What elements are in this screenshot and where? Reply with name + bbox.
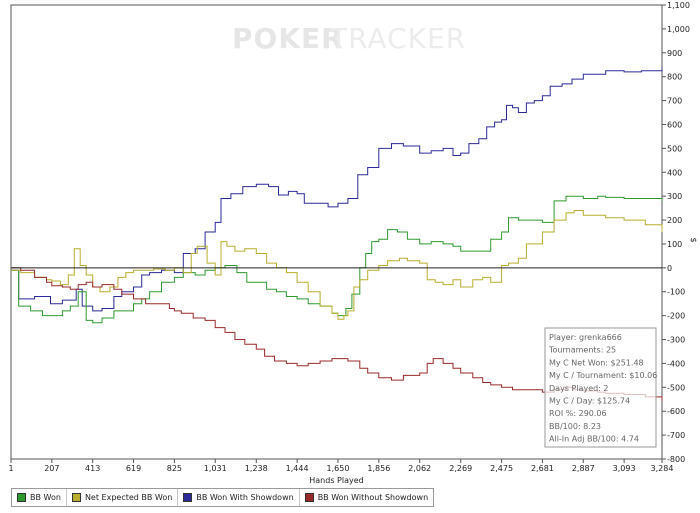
stats-box-background [544, 327, 657, 448]
legend-swatch [183, 493, 193, 502]
y-axis: -800 -700 -600 -500 -400 -300 -200 -100 0 100 200 3… [662, 1, 690, 464]
series-line-2 [11, 210, 663, 320]
y-tick-label: 100 [667, 240, 682, 249]
x-tick-label: 2,681 [531, 464, 554, 473]
series-line-3 [11, 267, 663, 402]
legend-label: BB Won Without Showdown [317, 493, 429, 502]
x-tick-label: 1,650 [327, 464, 350, 473]
x-tick-label: 1,238 [245, 464, 268, 473]
series-layer [11, 67, 663, 402]
legend-swatch [71, 493, 81, 502]
y-tick-label: -700 [667, 431, 685, 440]
legend-item: Net Expected BB Won [67, 489, 179, 506]
x-tick-label: 3,093 [613, 464, 636, 473]
stats-line: My C Net Won: $251.48 [549, 358, 644, 367]
legend-label: BB Won With Showdown [196, 493, 294, 502]
y-tick-label: 900 [667, 49, 682, 58]
y-tick-label: -800 [667, 455, 685, 464]
y-tick-label: -200 [667, 312, 685, 321]
legend-swatch [17, 493, 26, 502]
x-tick-label: 2,269 [449, 464, 472, 473]
watermark-text-poker: POKER [232, 22, 344, 55]
x-tick-label: 619 [126, 464, 141, 473]
y-tick-label: 700 [667, 97, 682, 106]
stats-line: All-In Adj BB/100: 4.74 [549, 435, 639, 444]
y-tick-label: -600 [667, 407, 685, 416]
series-line-0 [11, 67, 663, 312]
x-tick-label: 3,284 [651, 464, 674, 473]
stats-box: Player: grenka666 Tournaments: 25 My C Net… [544, 327, 657, 448]
stats-line: BB/100: 8.23 [549, 422, 601, 431]
legend-label: BB Won [30, 493, 61, 502]
x-tick-label: 2,887 [572, 464, 595, 473]
stats-line: Days Played: 2 [549, 384, 609, 393]
y-tick-label: 300 [667, 192, 682, 201]
legend: BB Won Net Expected BB Won BB Won With Sho… [11, 488, 435, 507]
legend-swatch [304, 493, 314, 502]
x-tick-label: 207 [44, 464, 59, 473]
x-tick-label: 413 [85, 464, 100, 473]
legend-item: BB Won With Showdown [178, 489, 300, 506]
x-tick-label: 1,031 [204, 464, 227, 473]
y-tick-label: 0 [667, 264, 672, 273]
series-line-1 [11, 195, 663, 324]
legend-item: BB Won [12, 489, 67, 506]
x-axis: 1 207 413 619 825 1,031 1,238 1,444 1,650 1,856 2,… [8, 459, 673, 473]
x-tick-label: 1,856 [367, 464, 390, 473]
legend-label: Net Expected BB Won [84, 493, 173, 502]
y-tick-label: -500 [667, 383, 685, 392]
y-tick-label: -400 [667, 359, 685, 368]
stats-line: My C / Tournament: $10.06 [549, 371, 657, 380]
x-tick-label: 1,444 [286, 464, 309, 473]
y-tick-label: 800 [667, 73, 682, 82]
y-tick-label: -300 [667, 336, 685, 345]
y-tick-label: 1,100 [667, 1, 690, 10]
watermark-logo: POKER TRACKER [232, 22, 466, 55]
y-tick-label: -100 [667, 288, 685, 297]
y-tick-label: 600 [667, 120, 682, 129]
stats-line: ROI %: 290.06 [549, 409, 607, 418]
stats-line: Player: grenka666 [549, 333, 622, 342]
x-tick-label: 825 [167, 464, 182, 473]
x-axis-title: Hands Played [309, 476, 363, 485]
y-axis-title: $ [689, 237, 698, 242]
y-tick-label: 500 [667, 144, 682, 153]
y-tick-label: 1,000 [667, 25, 690, 34]
watermark-text-tracker: TRACKER [329, 22, 466, 55]
y-tick-label: 400 [667, 168, 682, 177]
x-tick-label: 2,062 [408, 464, 431, 473]
stats-line: Tournaments: 25 [548, 346, 616, 355]
y-tick-label: 200 [667, 216, 682, 225]
x-tick-label: 1 [8, 464, 13, 473]
x-tick-label: 2,475 [490, 464, 513, 473]
legend-item: BB Won Without Showdown [300, 489, 433, 506]
stats-line: My C / Day: $125.74 [549, 397, 630, 406]
